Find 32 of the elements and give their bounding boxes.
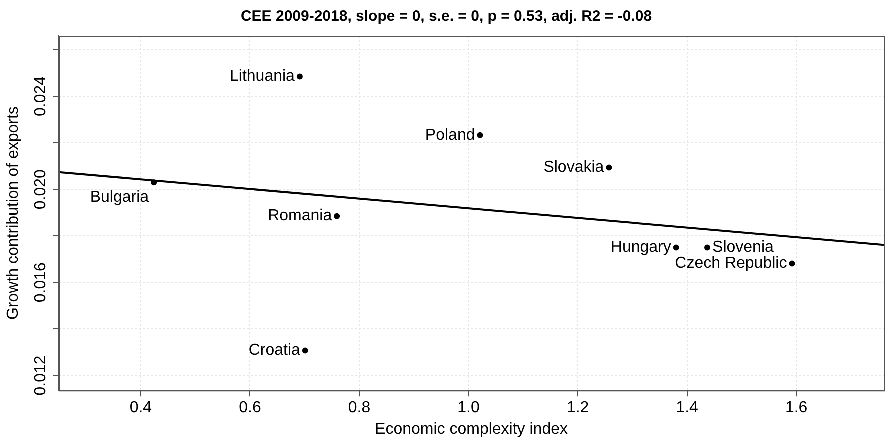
x-axis-title: Economic complexity index: [375, 420, 568, 438]
y-tick-label: 0.024: [32, 76, 50, 117]
point: [704, 244, 711, 251]
y-tick-label: 0.012: [32, 356, 50, 396]
annotation: Slovakia: [544, 159, 604, 176]
x-tick-label: 1.0: [458, 400, 480, 417]
annotation: Bulgaria: [90, 188, 150, 206]
annotation: Poland: [425, 126, 476, 144]
y-tick-label: 0.020: [32, 169, 50, 210]
x-tick-label: 0.4: [130, 400, 152, 417]
annotation: Romania: [268, 208, 332, 225]
point: [151, 180, 158, 186]
annotation: Czech Republic: [675, 255, 788, 272]
point: [302, 348, 308, 354]
chart-title: CEE 2009-2018, slope = 0, s.e. = 0, p = 0.53, adj. R2 = -0.08: [240, 8, 652, 26]
annotation: Slovenia: [712, 239, 774, 256]
point: [477, 132, 484, 138]
y-axis-title: Growth contribution of exports: [5, 106, 22, 320]
point: [789, 260, 796, 267]
point: [673, 244, 680, 251]
x-tick-label: 1.4: [676, 400, 699, 417]
point: [606, 164, 612, 171]
y-tick-label: 0.016: [32, 262, 50, 303]
annotation: Croatia: [248, 342, 301, 360]
x-tick-label: 0.6: [239, 400, 262, 417]
x-tick-label: 1.6: [785, 400, 808, 417]
annotation: Lithuania: [230, 68, 296, 86]
x-tick-label: 1.2: [566, 400, 590, 417]
annotation: Hungary: [610, 239, 672, 256]
x-tick-label: 0.8: [348, 400, 371, 417]
point: [334, 213, 340, 220]
point: [296, 74, 303, 80]
